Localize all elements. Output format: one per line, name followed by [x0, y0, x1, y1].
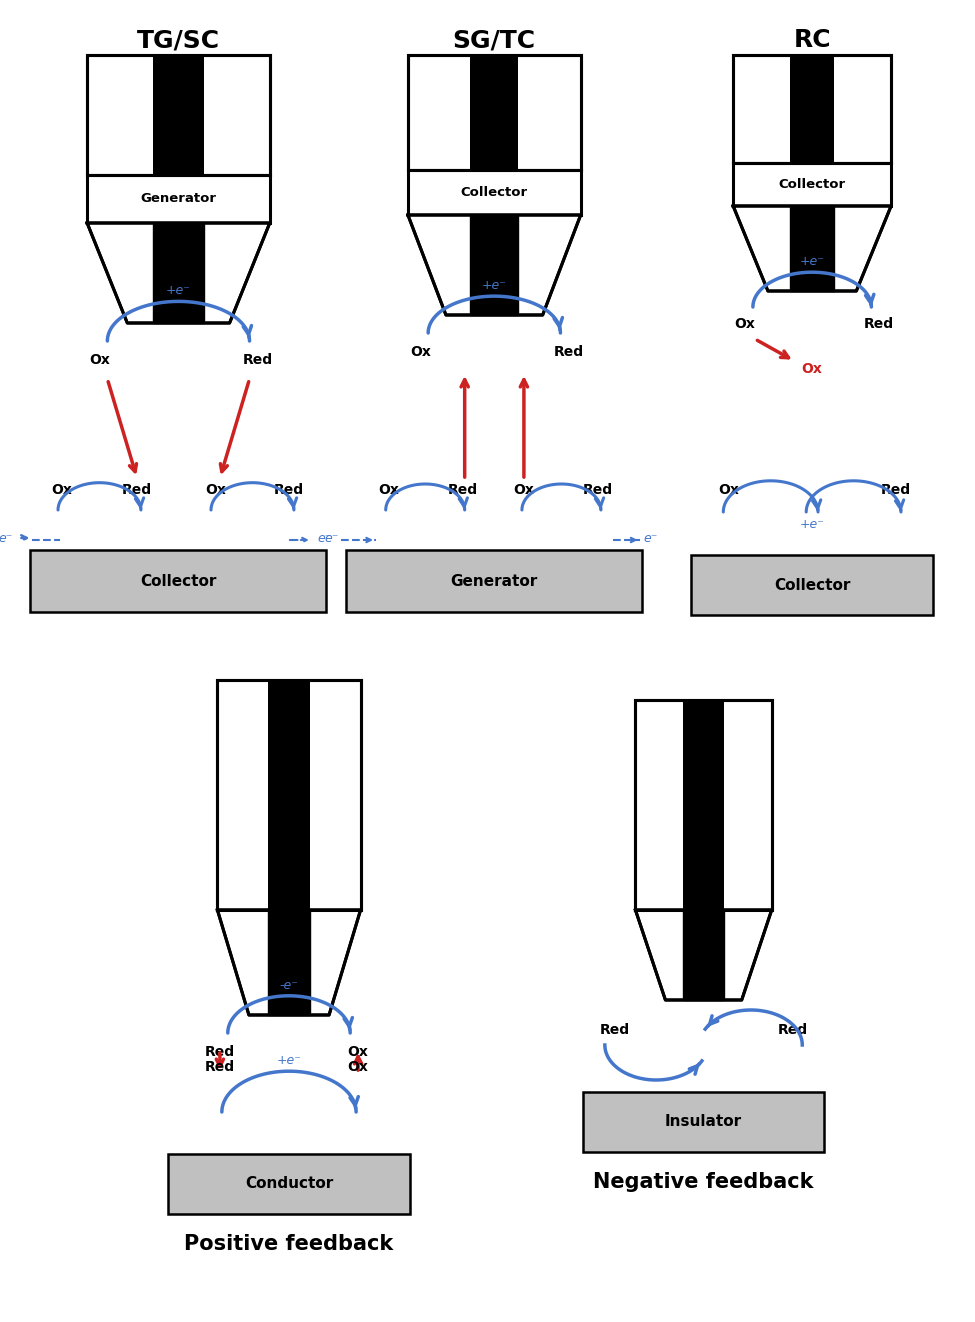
- Bar: [87, 56, 270, 175]
- Text: Ox: Ox: [206, 483, 226, 497]
- Polygon shape: [408, 215, 581, 315]
- Bar: [408, 56, 581, 171]
- Text: Ox: Ox: [378, 483, 399, 497]
- Bar: [153, 56, 204, 175]
- Text: Ox: Ox: [348, 1044, 369, 1059]
- Text: Collector: Collector: [774, 578, 850, 592]
- Text: Red: Red: [448, 483, 478, 497]
- Text: Ox: Ox: [89, 353, 110, 368]
- Polygon shape: [733, 206, 891, 291]
- Text: Red: Red: [583, 483, 613, 497]
- Text: Red: Red: [881, 483, 911, 497]
- Bar: [733, 163, 891, 206]
- Text: Red: Red: [777, 1023, 807, 1036]
- Bar: [87, 175, 270, 223]
- Text: +e⁻: +e⁻: [800, 518, 825, 531]
- Text: e⁻: e⁻: [0, 531, 13, 545]
- Text: e⁻: e⁻: [644, 531, 657, 545]
- Bar: [583, 1092, 825, 1151]
- Bar: [87, 56, 270, 175]
- Text: Red: Red: [553, 345, 583, 360]
- Polygon shape: [470, 215, 519, 315]
- Text: Red: Red: [274, 483, 304, 497]
- Polygon shape: [683, 910, 724, 999]
- Polygon shape: [790, 206, 835, 291]
- Polygon shape: [153, 223, 204, 323]
- Bar: [267, 680, 310, 910]
- Text: Red: Red: [600, 1023, 630, 1036]
- Text: +e⁻: +e⁻: [277, 1054, 301, 1067]
- Text: RC: RC: [794, 28, 831, 52]
- Bar: [683, 701, 724, 910]
- Text: +e⁻: +e⁻: [800, 255, 825, 268]
- Bar: [470, 56, 519, 171]
- Polygon shape: [87, 223, 270, 323]
- Bar: [733, 56, 891, 163]
- Text: -e⁻: -e⁻: [280, 978, 298, 992]
- Text: Generator: Generator: [450, 574, 538, 588]
- Text: Ox: Ox: [514, 483, 534, 497]
- Bar: [790, 56, 835, 163]
- Text: TG/SC: TG/SC: [136, 28, 220, 52]
- Text: SG/TC: SG/TC: [452, 28, 536, 52]
- Text: Conductor: Conductor: [245, 1177, 333, 1191]
- Polygon shape: [636, 910, 771, 999]
- Text: Ox: Ox: [734, 317, 756, 330]
- Text: +e⁻: +e⁻: [482, 279, 507, 292]
- Text: Negative feedback: Negative feedback: [594, 1173, 814, 1192]
- Polygon shape: [217, 910, 361, 1015]
- Text: Ox: Ox: [52, 483, 72, 497]
- Text: Collector: Collector: [779, 178, 845, 190]
- Text: e⁻: e⁻: [317, 531, 332, 545]
- Text: Red: Red: [205, 1060, 235, 1073]
- Text: Positive feedback: Positive feedback: [184, 1233, 394, 1255]
- Text: Ox: Ox: [348, 1060, 369, 1073]
- Text: Ox: Ox: [410, 345, 431, 360]
- Text: +e⁻: +e⁻: [166, 284, 191, 297]
- Bar: [408, 171, 581, 215]
- Bar: [691, 555, 933, 615]
- Text: Generator: Generator: [140, 193, 216, 205]
- Bar: [733, 56, 891, 163]
- Text: Red: Red: [864, 317, 894, 330]
- Text: e⁻: e⁻: [325, 531, 338, 545]
- Text: Red: Red: [205, 1044, 235, 1059]
- Bar: [30, 550, 327, 612]
- Bar: [346, 550, 643, 612]
- Text: Collector: Collector: [461, 186, 527, 200]
- Text: Ox: Ox: [718, 483, 739, 497]
- Bar: [636, 701, 771, 910]
- Text: Insulator: Insulator: [665, 1114, 742, 1129]
- Text: Red: Red: [122, 483, 152, 497]
- Bar: [217, 680, 361, 910]
- Bar: [168, 1154, 410, 1214]
- Text: Ox: Ox: [801, 362, 823, 375]
- Text: Red: Red: [243, 353, 272, 368]
- Text: Collector: Collector: [140, 574, 216, 588]
- Bar: [217, 680, 361, 910]
- Polygon shape: [267, 910, 310, 1015]
- Bar: [636, 701, 771, 910]
- Bar: [408, 56, 581, 171]
